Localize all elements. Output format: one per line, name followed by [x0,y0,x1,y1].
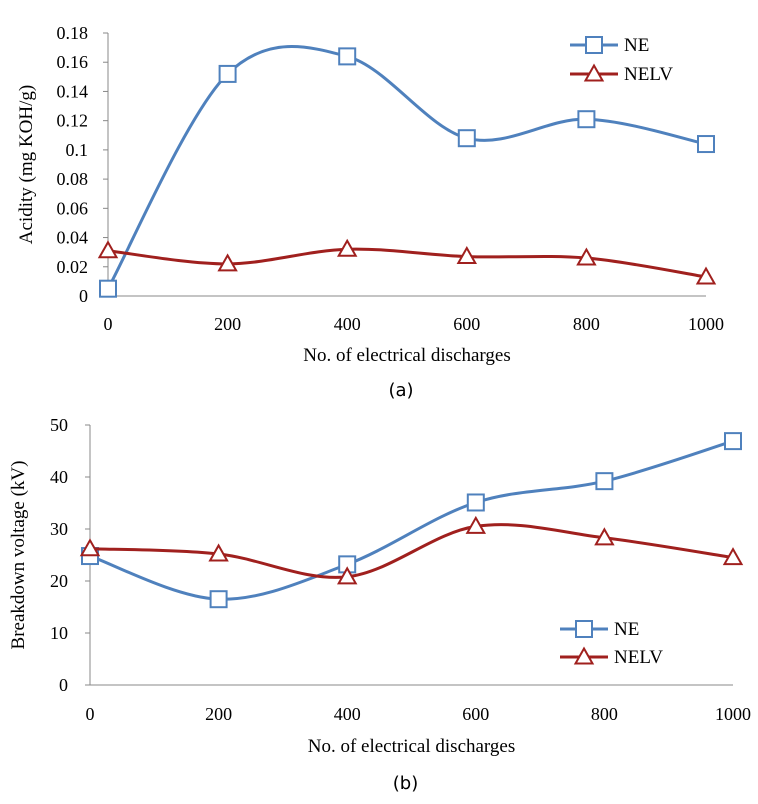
chart-a: 0 0.02 0.04 0.06 0.08 0.1 0.12 0.14 0.16 0.18 0 200… [16,23,724,401]
data-point-ne [725,433,741,449]
y-tick-label: 10 [50,623,68,643]
data-point-ne [211,591,227,607]
x-tick-label: 800 [591,704,618,724]
y-tick-label: 0.18 [57,23,89,43]
y-tick-label: 0 [79,286,88,306]
data-point-ne [339,48,355,64]
y-tick-label: 40 [50,467,68,487]
data-point-ne [459,130,475,146]
series-line-ne [90,441,733,599]
data-point-ne [468,494,484,510]
y-tick-label: 0.1 [66,140,89,160]
legend-label-nelv: NELV [614,647,663,668]
y-tick-label: 0.08 [57,169,89,189]
y-axis-title: Acidity (mg KOH/g) [16,85,37,244]
y-tick-label: 0.12 [57,111,89,131]
y-tick-label: 0.16 [57,52,89,72]
legend-marker-ne [576,621,592,637]
x-axis-title: No. of electrical discharges [303,345,511,366]
data-point-ne [220,66,236,82]
data-point-ne [100,281,116,297]
y-tick-label: 0.04 [57,228,89,248]
x-tick-label: 200 [214,314,241,334]
x-tick-label: 800 [573,314,600,334]
x-tick-label: 200 [205,704,232,724]
legend-label-ne: NE [624,35,649,56]
x-tick-label: 600 [462,704,489,724]
legend-label-ne: NE [614,619,639,640]
y-tick-label: 20 [50,571,68,591]
y-tick-label: 30 [50,519,68,539]
x-tick-label: 600 [453,314,480,334]
y-tick-label: 0 [59,675,68,695]
y-axis-title: Breakdown voltage (kV) [8,461,29,650]
series-line-nelv [108,249,706,277]
chart-b: 0 10 20 30 40 50 0 200 400 600 800 1000 No. of elect… [8,415,751,794]
chart-caption: (b) [393,773,418,794]
x-tick-label: 0 [86,704,95,724]
data-point-ne [596,473,612,489]
y-tick-label: 0.14 [57,81,89,101]
data-point-nelv [100,242,117,257]
data-point-ne [578,111,594,127]
legend-marker-ne [586,37,602,53]
x-tick-label: 1000 [688,314,724,334]
data-point-ne [698,136,714,152]
y-tick-label: 50 [50,415,68,435]
y-tick-label: 0.06 [57,198,89,218]
x-tick-label: 400 [334,704,361,724]
x-tick-label: 400 [334,314,361,334]
x-axis-title: No. of electrical discharges [308,736,516,757]
x-tick-label: 0 [104,314,113,334]
y-tick-label: 0.02 [57,257,89,277]
chart-caption: (a) [388,380,413,401]
legend-label-nelv: NELV [624,64,673,85]
x-tick-label: 1000 [715,704,751,724]
